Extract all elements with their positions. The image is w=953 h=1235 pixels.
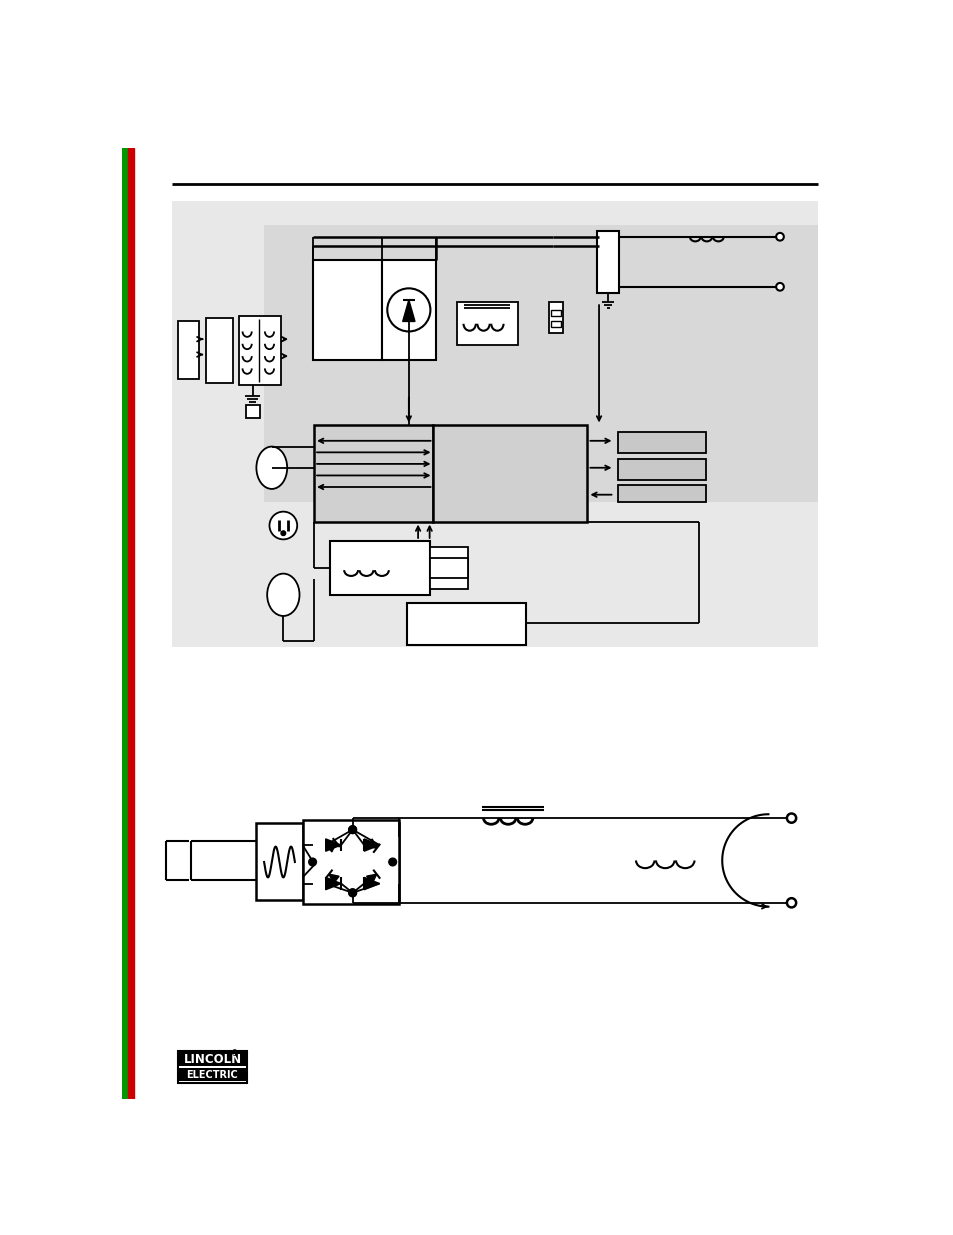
Bar [306,824,398,900]
Ellipse shape [256,447,287,489]
Bar [179,1067,245,1082]
Bar [256,824,302,900]
Polygon shape [325,839,341,851]
Circle shape [309,858,316,866]
Polygon shape [366,839,376,848]
Circle shape [349,889,356,897]
Circle shape [391,858,395,863]
Bar [206,317,233,383]
Bar [128,148,133,1099]
Circle shape [786,898,796,908]
Bar [617,431,705,453]
Bar [313,259,381,359]
Bar [433,425,587,521]
Text: LINCOLN: LINCOLN [183,1052,241,1066]
Polygon shape [402,300,415,321]
Bar [314,425,433,521]
Circle shape [389,858,396,866]
Bar [551,321,560,327]
Polygon shape [364,839,379,851]
Polygon shape [325,877,341,889]
Bar [548,303,562,333]
Bar [329,541,429,595]
Polygon shape [329,874,338,883]
Bar [177,1051,247,1083]
Ellipse shape [267,573,299,616]
Bar [121,148,128,1099]
Circle shape [310,858,314,863]
Bar [617,485,705,503]
Circle shape [349,826,356,834]
Bar [264,225,818,503]
Bar [238,316,281,385]
Circle shape [349,826,356,834]
Circle shape [776,283,783,290]
Text: ELECTRIC: ELECTRIC [187,1070,238,1079]
Polygon shape [326,842,335,852]
Bar [406,603,525,645]
Bar [177,321,199,379]
Circle shape [786,814,796,823]
Bar [179,1052,245,1066]
Circle shape [281,531,285,536]
Polygon shape [364,877,379,889]
Bar [172,200,818,647]
Circle shape [269,511,297,540]
Text: ®: ® [231,1050,238,1058]
Bar [456,303,517,345]
Bar [597,231,618,293]
Polygon shape [366,874,376,883]
Bar [429,547,468,589]
Bar [617,458,705,480]
Bar [551,310,560,316]
Circle shape [349,889,356,897]
Bar [246,405,260,417]
Bar [302,820,398,904]
Bar [381,259,436,359]
Bar [429,558,468,578]
Circle shape [387,288,430,331]
Circle shape [776,233,783,241]
